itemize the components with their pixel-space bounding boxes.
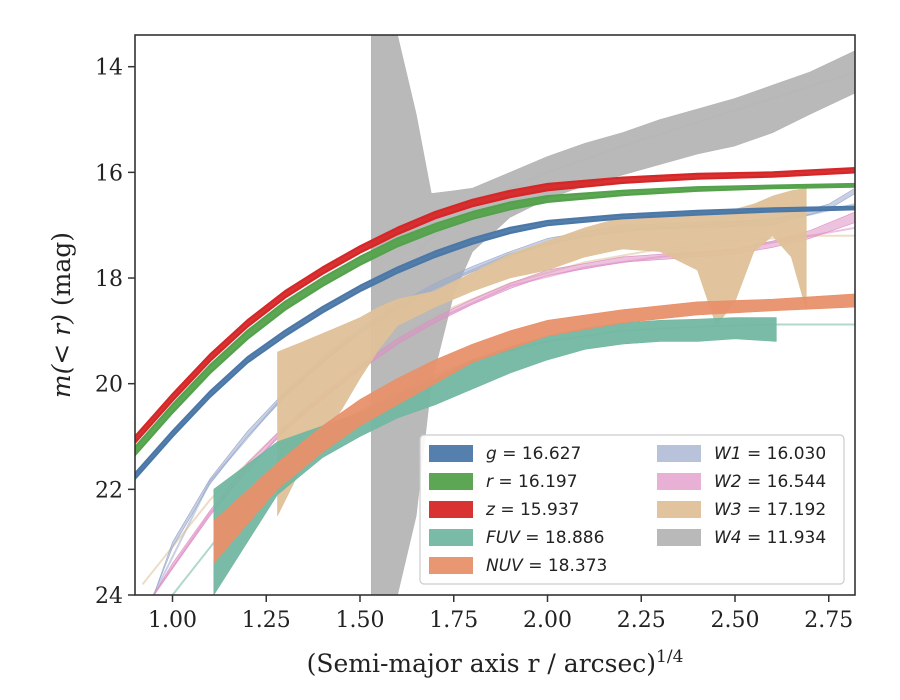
x-axis-title: (Semi-major axis r / arcsec)1/4 [307, 647, 684, 678]
legend-swatch-fuv [429, 529, 473, 546]
legend-swatch-w4 [657, 529, 701, 546]
x-tick-label: 2.25 [617, 608, 666, 633]
x-axis-title-text: (Semi-major axis r / arcsec) [307, 649, 656, 678]
x-axis-title-exponent: 1/4 [656, 647, 683, 667]
y-tick-label: 22 [95, 478, 123, 503]
legend-box [419, 434, 845, 585]
plot-frame [134, 34, 856, 596]
axes-layer: 1.00 1.25 1.50 1.75 2.00 2.25 2.50 2.75 14 16 18 20… [95, 56, 853, 633]
y-axis-title: m(< r) (mag) [47, 232, 76, 398]
band-nuv [213, 293, 855, 564]
x-tick-label: 2.75 [804, 608, 853, 633]
y-axis-title-symbol: m(< r) [47, 314, 76, 398]
x-tick-label: 2.00 [523, 608, 572, 633]
band-z [135, 167, 855, 444]
x-tick-label: 1.25 [242, 608, 291, 633]
legend-swatch-w3 [657, 501, 701, 518]
legend: g = 16.627 r = 16.197 z = 15.937 FUV = 18.8… [419, 434, 845, 585]
legend-swatch-z [429, 501, 473, 518]
band-g [135, 205, 855, 480]
y-tick-label: 24 [95, 584, 123, 609]
legend-swatch-nuv [429, 557, 473, 574]
band-w3 [277, 187, 807, 517]
x-tick-label: 2.50 [711, 608, 760, 633]
legend-swatch-r [429, 473, 473, 490]
legend-label-fuv: FUV = 18.886 [486, 528, 604, 548]
legend-label-z: z = 15.937 [485, 500, 579, 520]
legend-label-w3: W3 = 17.192 [714, 500, 826, 520]
legend-swatch-w2 [657, 473, 701, 490]
band-w4 [371, 35, 855, 595]
series-layer [135, 35, 855, 595]
y-tick-label: 20 [95, 373, 123, 398]
legend-label-w4: W4 = 11.934 [714, 528, 826, 548]
legend-swatch-w1 [657, 445, 701, 462]
x-tick-label: 1.75 [429, 608, 478, 633]
legend-label-r: r = 16.197 [486, 472, 578, 492]
legend-label-w1: W1 = 16.030 [714, 444, 826, 464]
y-tick-label: 16 [95, 161, 123, 186]
legend-swatch-g [429, 445, 473, 462]
y-tick-label: 18 [95, 267, 123, 292]
x-tick-label: 1.00 [148, 608, 197, 633]
legend-label-g: g = 16.627 [486, 444, 581, 464]
legend-label-nuv: NUV = 18.373 [486, 556, 607, 576]
x-tick-label: 1.50 [336, 608, 385, 633]
band-r [135, 182, 855, 457]
legend-label-w2: W2 = 16.544 [714, 472, 826, 492]
y-axis-title-unit: (mag) [47, 232, 76, 314]
y-tick-label: 14 [95, 56, 123, 81]
